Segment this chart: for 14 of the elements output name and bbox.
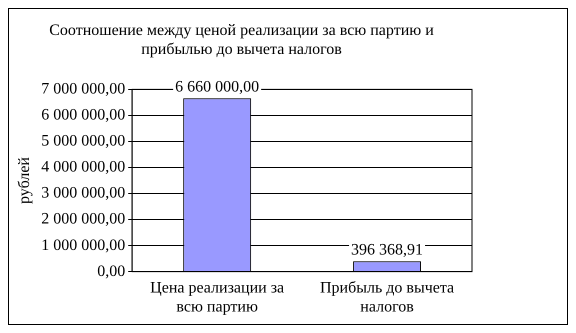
y-tick-label: 4 000 000,00: [41, 158, 126, 176]
y-axis-title: рублей: [16, 156, 33, 204]
y-tick-label: 6 000 000,00: [41, 106, 126, 124]
y-tick-label: 1 000 000,00: [41, 236, 126, 254]
y-tick-label: 7 000 000,00: [41, 80, 126, 98]
data-label: 396 368,91: [351, 241, 424, 258]
y-tick-label: 3 000 000,00: [41, 184, 126, 202]
y-tick-label: 2 000 000,00: [41, 210, 126, 228]
y-tick-label: 5 000 000,00: [41, 132, 126, 150]
y-tick-label: 0,00: [97, 262, 126, 280]
data-label: 6 660 000,00: [175, 78, 260, 96]
x-tick-label: Прибыль до вычета налогов: [320, 279, 454, 316]
chart-title: Соотношение между ценой реализации за всю партию и прибылью до вычета налогов: [49, 22, 434, 58]
x-tick-label: Цена реализации за всю партию: [150, 279, 284, 316]
